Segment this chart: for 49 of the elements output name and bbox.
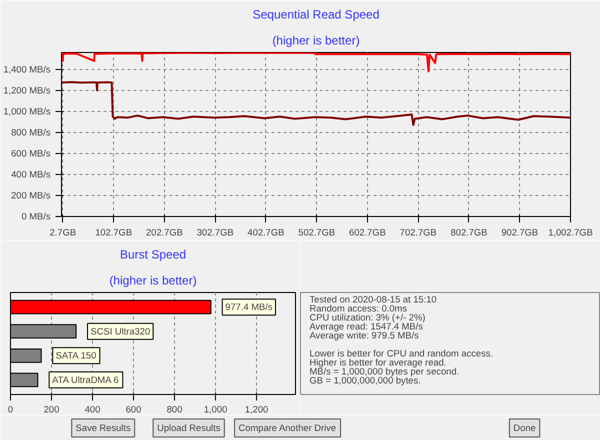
text: Compare Another Drive xyxy=(238,423,336,433)
line-series xyxy=(62,81,570,126)
y-tick-label: 200 MB/s xyxy=(11,190,51,200)
x-tick-label: 800 xyxy=(166,404,182,414)
x-tick-label: 402.7GB xyxy=(248,228,284,238)
text: Save Results xyxy=(76,423,131,433)
text: Higher is better for average read. xyxy=(310,357,446,368)
y-tick-label: 1,200 MB/s xyxy=(3,85,51,96)
x-tick-label: 602.7GB xyxy=(349,228,386,238)
x-tick-label: 102.7GB xyxy=(95,228,132,238)
x-tick-label: 902.7GB xyxy=(501,228,538,238)
text: Done xyxy=(513,423,536,433)
y-tick-label: 1,400 MB/s xyxy=(3,64,51,74)
y-tick-label: 600 MB/s xyxy=(11,148,51,158)
x-tick-label: 302.7GB xyxy=(196,228,234,238)
chart-title: Burst Speed xyxy=(120,248,186,262)
x-tick-label: 200 xyxy=(44,404,60,414)
x-tick-label: 702.7GB xyxy=(400,228,437,238)
chart-subtitle: (higher is better) xyxy=(109,274,197,288)
y-tick-label: 400 MB/s xyxy=(11,169,51,180)
text: Random access: 0.0ms xyxy=(310,304,408,314)
x-tick-label: 400 xyxy=(84,404,100,414)
x-tick-label: 1,200 xyxy=(244,404,268,414)
x-tick-label: 600 xyxy=(126,404,142,414)
text: Lower is better for CPU and random access. xyxy=(310,348,494,358)
chart-subtitle: (higher is better) xyxy=(272,34,360,48)
x-tick-label: 502.7GB xyxy=(298,228,336,238)
line-series xyxy=(62,52,570,72)
chart-title: Sequential Read Speed xyxy=(252,8,380,22)
x-tick-label: 2.7GB xyxy=(50,228,76,238)
data-label: 977.4 MB/s xyxy=(225,302,273,312)
text: GB = 1,000,000,000 bytes. xyxy=(310,375,421,386)
x-tick-label: 802.7GB xyxy=(450,228,488,238)
y-tick-label: ATA UltraDMA 6 xyxy=(52,374,119,385)
y-tick-label: SCSI Ultra320 xyxy=(90,326,150,336)
text: MB/s = 1,000,000 bytes per second. xyxy=(310,366,460,376)
y-tick-label: 800 MB/s xyxy=(11,127,51,138)
y-tick-label: 0 MB/s xyxy=(21,212,51,222)
text: Upload Results xyxy=(157,423,221,433)
x-tick-label: 1,000 xyxy=(204,404,228,414)
text: CPU utilization: 3% (+/- 2%) xyxy=(310,312,426,323)
text: Average write: 979.5 MB/s xyxy=(310,330,420,341)
y-tick-label: SATA 150 xyxy=(56,350,96,361)
text: Tested on 2020-08-15 at 15:10 xyxy=(310,294,437,305)
x-tick-label: 202.7GB xyxy=(146,228,183,238)
text: Average read: 1547.4 MB/s xyxy=(310,322,424,332)
x-tick-label: 1,002.7GB xyxy=(548,228,593,238)
y-tick-label: 1,000 MB/s xyxy=(3,106,51,116)
x-tick-label: 0 xyxy=(8,404,14,414)
